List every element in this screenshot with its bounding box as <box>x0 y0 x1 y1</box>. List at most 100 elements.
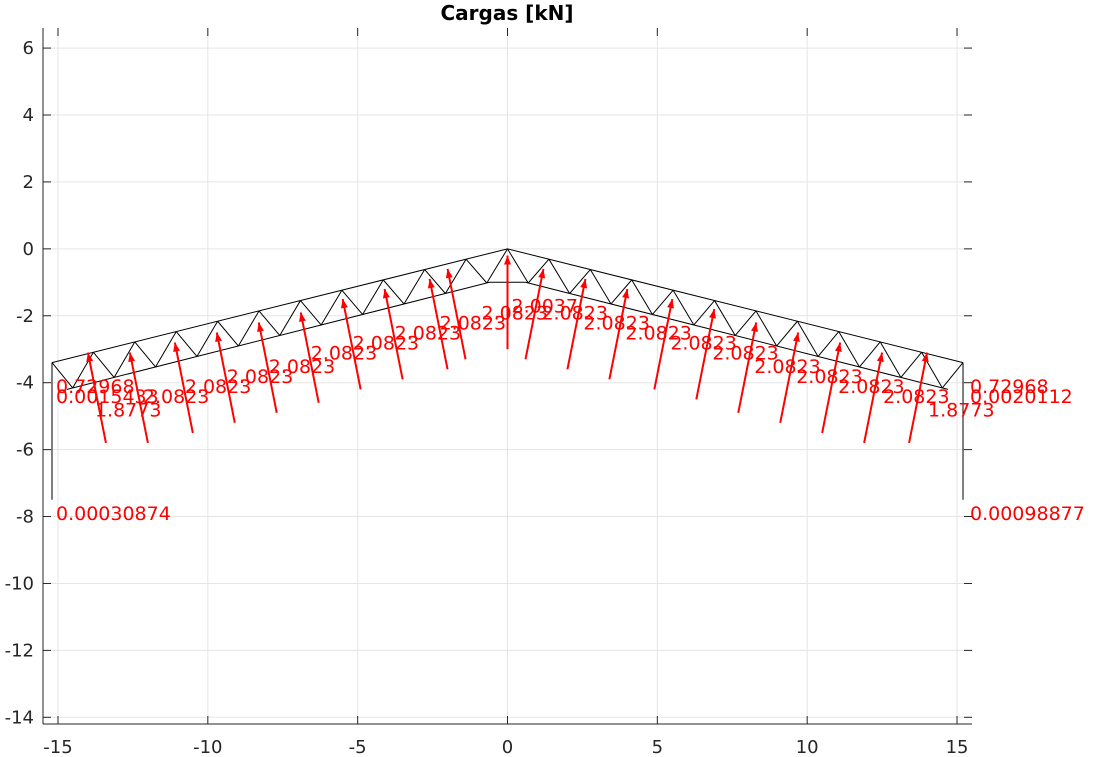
web-member <box>755 310 778 347</box>
web-member <box>93 351 115 378</box>
load-value-label: 2.0823 <box>541 302 607 324</box>
load-arrow-head <box>834 342 842 353</box>
web-member <box>817 331 840 357</box>
web-member <box>134 341 156 368</box>
load-arrow-shaft <box>737 322 758 414</box>
web-member <box>155 331 177 368</box>
web-member <box>714 300 736 336</box>
web-member <box>941 362 964 389</box>
load-value-label: 2.0823 <box>754 356 820 378</box>
load-arrow-head <box>299 312 306 322</box>
web-member <box>879 341 902 378</box>
web-member <box>631 279 653 315</box>
load-arrow-shaft <box>821 342 842 434</box>
load-arrow-shaft <box>608 288 629 380</box>
load-arrow-shaft <box>863 352 884 444</box>
web-member <box>424 269 446 294</box>
web-member <box>362 279 384 315</box>
web-member <box>113 341 136 378</box>
web-member <box>237 310 260 347</box>
load-arrow-head <box>709 309 716 319</box>
load-value-label: 2.0823 <box>269 356 335 378</box>
web-member <box>300 300 322 326</box>
y-tick-label: 6 <box>23 38 34 59</box>
web-member <box>776 320 798 347</box>
load-arrow-head <box>341 299 348 309</box>
web-member <box>589 269 612 305</box>
y-tick-label: -4 <box>16 373 34 394</box>
web-member <box>486 248 508 284</box>
load-arrow-shaft <box>428 278 449 370</box>
load-arrow-shaft <box>383 288 404 380</box>
load-arrow-shaft <box>128 352 149 444</box>
chart-title: Cargas [kN] <box>440 1 573 25</box>
load-value-label: 2.0823 <box>440 312 506 334</box>
load-arrow-head <box>751 322 758 332</box>
web-member <box>403 269 426 305</box>
load-value-label: 2.0823 <box>883 386 949 408</box>
load-value-label: 1.8773 <box>95 399 161 421</box>
web-member <box>734 310 757 336</box>
load-arrow-shaft <box>908 352 929 444</box>
y-tick-label: 2 <box>23 172 34 193</box>
load-value-label: 2.0823 <box>583 312 649 334</box>
load-arrow-head <box>538 268 546 279</box>
web-member <box>279 300 301 336</box>
web-member <box>382 279 405 305</box>
web-member <box>900 351 922 378</box>
load-value-label: 1.8773 <box>928 399 994 421</box>
load-arrow-head <box>667 299 674 309</box>
y-tick-label: 0 <box>23 239 34 260</box>
load-arrow-shaft <box>341 298 362 390</box>
load-arrow-head <box>504 255 511 265</box>
load-arrow-shaft <box>779 332 800 424</box>
y-tick-label: -12 <box>5 640 34 661</box>
load-value-label: 2.0823 <box>311 343 377 365</box>
load-arrow-head <box>86 352 94 363</box>
load-arrow-head <box>445 268 453 279</box>
web-member <box>548 258 571 294</box>
web-member <box>859 341 881 368</box>
load-arrows <box>86 255 929 444</box>
load-value-label: 2.0823 <box>670 333 736 355</box>
load-value-label: 2.0823 <box>796 366 862 388</box>
load-arrow-head <box>427 278 435 289</box>
load-value-label: 0.00030874 <box>56 503 171 525</box>
load-arrow-shaft <box>446 268 467 360</box>
load-arrow-head <box>128 352 136 363</box>
load-arrow-head <box>257 322 264 332</box>
load-arrow-shaft <box>695 308 716 400</box>
web-member <box>196 320 219 357</box>
web-member <box>838 331 860 368</box>
web-member <box>672 289 695 326</box>
load-value-label: 2.0823 <box>838 376 904 398</box>
web-member <box>796 320 819 357</box>
load-arrow-head <box>173 342 181 353</box>
load-arrow-shaft <box>299 312 320 403</box>
load-value-label: 2.0823 <box>353 333 419 355</box>
x-tick-label: 10 <box>796 737 819 757</box>
x-tick-label: 5 <box>652 737 663 757</box>
load-value-label: 2.0823 <box>395 323 461 345</box>
web-member <box>507 248 529 284</box>
load-arrow-head <box>792 332 800 343</box>
y-tick-label: -14 <box>5 707 34 728</box>
load-value-label: 2.0823 <box>227 366 293 388</box>
plot-area <box>51 248 964 500</box>
tick-labels: -15 -10 -5 0 5 10 15 -14 -12 -10 -8 -6 -4 -2 0 2 4 6 <box>5 38 969 757</box>
web-member <box>51 362 74 389</box>
x-tick-label: 15 <box>946 737 969 757</box>
load-arrow-shaft <box>86 352 107 444</box>
load-value-label: 2.0823 <box>625 323 691 345</box>
web-member <box>320 289 343 326</box>
load-arrow-shaft <box>653 298 674 390</box>
axes <box>42 28 972 725</box>
load-value-label: 0.0015433 <box>56 386 159 408</box>
load-value-label: 2.0823 <box>712 343 778 365</box>
web-member <box>217 320 239 347</box>
load-arrow-head <box>382 289 390 299</box>
y-tick-label: 4 <box>23 105 34 126</box>
y-tick-label: -2 <box>16 306 34 327</box>
load-arrow-shaft <box>566 278 587 370</box>
